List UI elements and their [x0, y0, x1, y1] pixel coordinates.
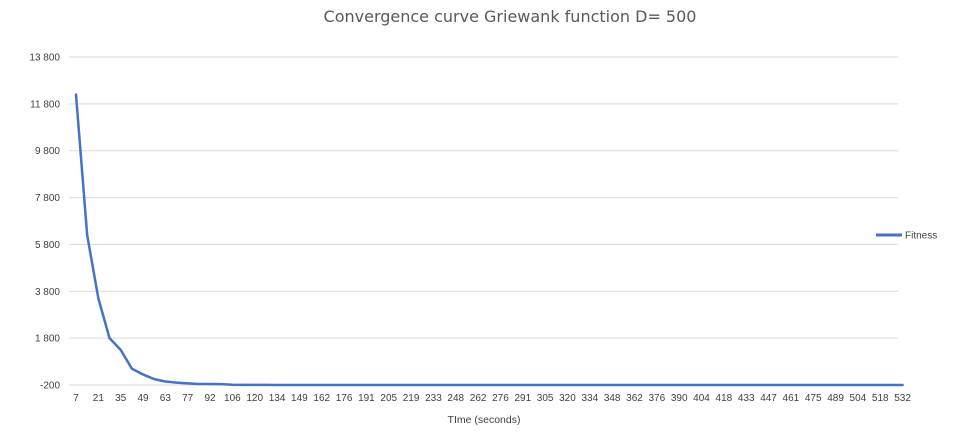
x-tick-label: 92: [204, 393, 216, 404]
x-tick-label: 191: [358, 393, 375, 404]
x-tick-label: 518: [872, 393, 889, 404]
x-tick-label: 120: [246, 393, 263, 404]
series-line-fitness: [74, 93, 904, 387]
x-tick-label: 489: [827, 393, 844, 404]
x-tick-label: 134: [269, 393, 286, 404]
x-tick-label: 176: [336, 393, 353, 404]
x-tick-label: 418: [716, 393, 733, 404]
x-tick-label: 35: [115, 393, 127, 404]
series-lines: [74, 93, 904, 387]
y-tick-label: 9 800: [35, 146, 60, 157]
x-tick-label: 63: [160, 393, 172, 404]
x-tick-label: 504: [850, 393, 867, 404]
x-tick-label: 475: [805, 393, 822, 404]
x-tick-label: 291: [514, 393, 531, 404]
x-tick-label: 219: [403, 393, 420, 404]
y-tick-label: 5 800: [35, 240, 60, 251]
x-axis-tick-labels: 7 21 35 49 63 77 92 106 120 134 149 162 176 191 205 219…: [73, 393, 911, 404]
x-tick-label: 77: [182, 393, 194, 404]
legend-label-fitness: Fitness: [905, 231, 937, 242]
x-tick-label: 7: [73, 393, 79, 404]
x-tick-label: 49: [137, 393, 149, 404]
x-tick-label: 532: [894, 393, 911, 404]
x-tick-label: 262: [470, 393, 487, 404]
y-tick-label: 1 800: [35, 334, 60, 345]
y-axis-tick-labels: 13 800 11 800 9 800 7 800 5 800 3 800 1 800 -20…: [29, 53, 60, 392]
y-tick-label: 3 800: [35, 287, 60, 298]
x-tick-label: 447: [760, 393, 777, 404]
x-tick-label: 433: [738, 393, 755, 404]
x-tick-label: 348: [604, 393, 621, 404]
gridlines: [69, 56, 898, 386]
y-tick-label: 13 800: [29, 53, 60, 64]
chart-title: Convergence curve Griewank function D= 5…: [324, 7, 697, 26]
x-tick-label: 106: [224, 393, 241, 404]
x-tick-label: 205: [380, 393, 397, 404]
x-tick-label: 233: [425, 393, 442, 404]
x-tick-label: 461: [783, 393, 800, 404]
x-axis-label: TIme (seconds): [448, 414, 521, 426]
x-tick-label: 305: [537, 393, 554, 404]
y-tick-label: 11 800: [30, 99, 60, 110]
legend: Fitness: [876, 231, 937, 242]
x-tick-label: 404: [693, 393, 710, 404]
x-tick-label: 320: [559, 393, 576, 404]
x-tick-label: 362: [626, 393, 643, 404]
x-tick-label: 248: [447, 393, 464, 404]
x-tick-label: 276: [492, 393, 509, 404]
x-tick-label: 162: [313, 393, 330, 404]
y-tick-label: 7 800: [35, 193, 60, 204]
x-tick-label: 390: [671, 393, 688, 404]
y-tick-label: -200: [40, 381, 60, 392]
x-tick-label: 21: [93, 393, 105, 404]
x-tick-label: 149: [291, 393, 308, 404]
x-tick-label: 334: [581, 393, 598, 404]
x-tick-label: 376: [648, 393, 665, 404]
